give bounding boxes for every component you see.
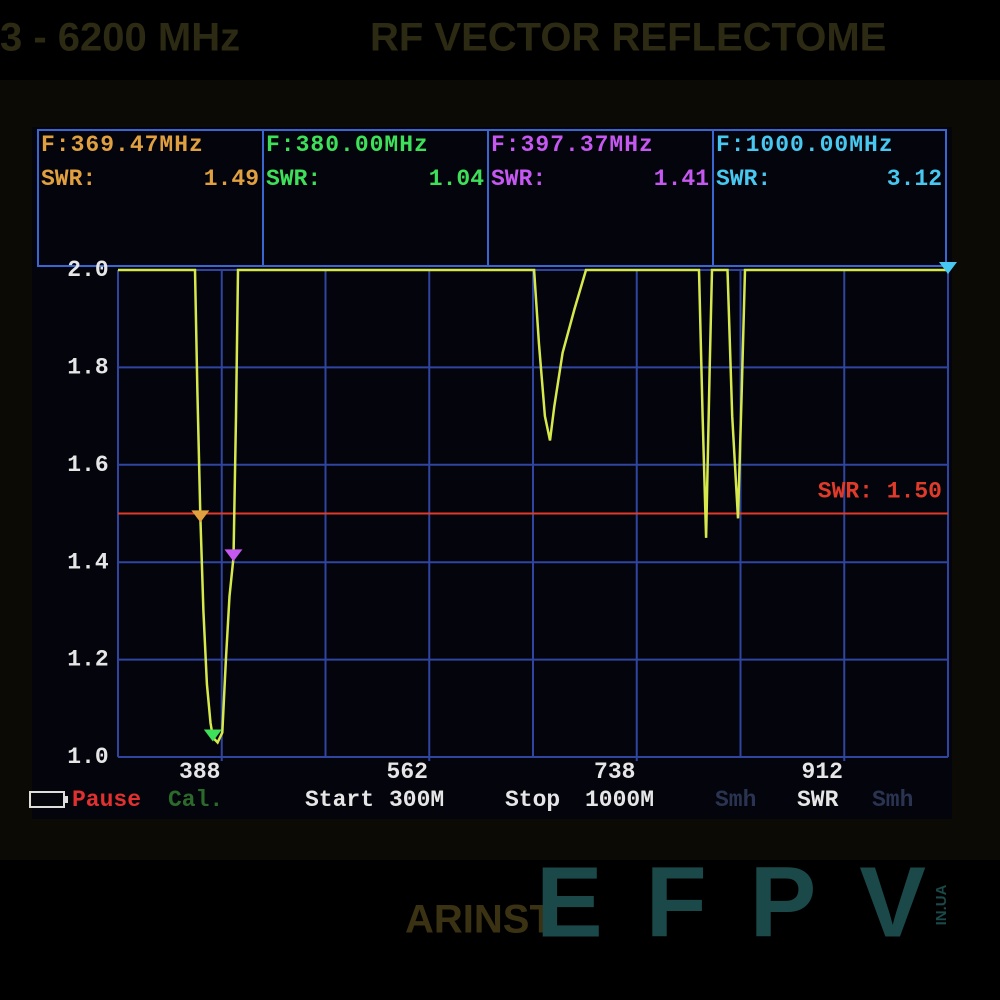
mode-label: Smh bbox=[715, 787, 756, 813]
marker-swr-value: 3.12 bbox=[887, 166, 942, 192]
marker-frequency: F:397.37MHz bbox=[491, 132, 654, 158]
marker-triangle bbox=[939, 262, 957, 274]
marker-swr-label: SWR: bbox=[491, 166, 546, 192]
marker-triangle bbox=[203, 729, 222, 742]
marker-swr-value: 1.04 bbox=[429, 166, 484, 192]
marker-triangle bbox=[224, 549, 243, 562]
y-tick-label: 1.2 bbox=[67, 647, 108, 673]
marker-frequency: F:1000.00MHz bbox=[716, 132, 894, 158]
marker-swr-label: SWR: bbox=[266, 166, 321, 192]
marker-swr-label: SWR: bbox=[716, 166, 771, 192]
x-tick-label: 388 bbox=[179, 759, 220, 785]
marker-panel bbox=[37, 129, 947, 267]
stop-label: Stop bbox=[505, 787, 560, 813]
device-title: RF VECTOR REFLECTOME bbox=[370, 16, 886, 60]
screen bbox=[32, 127, 952, 819]
watermark-domain: IN.UA bbox=[933, 884, 950, 925]
swr-trace bbox=[118, 268, 948, 745]
x-tick-label: 912 bbox=[802, 759, 843, 785]
y-tick-label: 1.4 bbox=[67, 549, 109, 575]
range-text: 3 - 6200 MHz bbox=[0, 16, 240, 60]
brand: ARINST bbox=[405, 898, 554, 942]
cal-label: Cal. bbox=[168, 787, 223, 813]
marker-triangle bbox=[191, 510, 210, 523]
y-tick-label: 1.8 bbox=[67, 354, 108, 380]
battery-tip bbox=[64, 796, 68, 803]
marker-swr-value: 1.49 bbox=[204, 166, 259, 192]
pause-label: Pause bbox=[72, 787, 141, 813]
marker-frequency: F:369.47MHz bbox=[41, 132, 204, 158]
mode-label: Smh bbox=[872, 787, 913, 813]
marker-frequency: F:380.00MHz bbox=[266, 132, 429, 158]
x-tick-label: 738 bbox=[594, 759, 635, 785]
start-label: Start bbox=[305, 787, 374, 813]
y-tick-label: 1.6 bbox=[67, 452, 108, 478]
y-tick-label: 2.0 bbox=[67, 257, 108, 283]
reference-label: SWR: 1.50 bbox=[818, 479, 942, 505]
y-tick-label: 1.0 bbox=[67, 744, 108, 770]
marker-swr-label: SWR: bbox=[41, 166, 96, 192]
plot: 1.0 1.2 1.4 1.6 1.8 2.0 388 562 738 912 SWR: 1.50 bbox=[67, 257, 957, 785]
x-tick-label: 562 bbox=[387, 759, 428, 785]
start-value: 300M bbox=[389, 787, 444, 813]
mode-label: SWR bbox=[797, 787, 839, 813]
stop-value: 1000M bbox=[585, 787, 654, 813]
marker-swr-value: 1.41 bbox=[654, 166, 709, 192]
